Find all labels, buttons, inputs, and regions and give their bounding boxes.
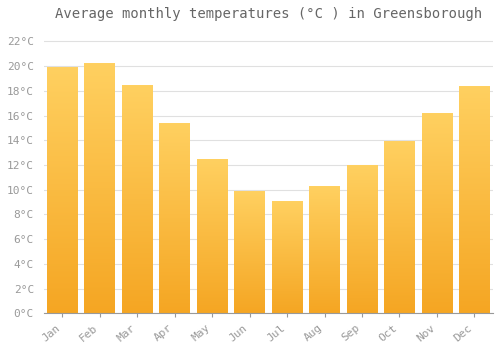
Title: Average monthly temperatures (°C ) in Greensborough: Average monthly temperatures (°C ) in Gr… <box>55 7 482 21</box>
